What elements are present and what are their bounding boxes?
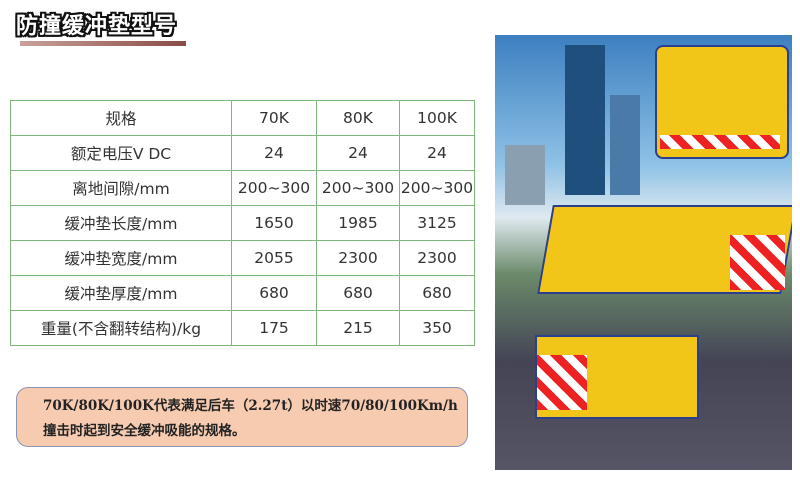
table-row: 缓冲垫宽度/mm 2055 2300 2300 xyxy=(10,240,475,276)
cell: 680 xyxy=(231,275,317,311)
building xyxy=(610,95,640,195)
cell: 1985 xyxy=(316,205,400,241)
cell: 680 xyxy=(316,275,400,311)
cell: 2300 xyxy=(399,240,475,276)
building xyxy=(505,145,545,205)
cell: 24 xyxy=(316,135,400,171)
cell: 2300 xyxy=(316,240,400,276)
cell: 1650 xyxy=(231,205,317,241)
warning-stripe xyxy=(660,135,780,149)
header-cell: 80K xyxy=(316,100,400,136)
cell: 2055 xyxy=(231,240,317,276)
header-cell: 规格 xyxy=(10,100,232,136)
header-cell: 100K xyxy=(399,100,475,136)
cell: 24 xyxy=(231,135,317,171)
spec-table: 规格 70K 80K 100K 额定电压V DC 24 24 24 离地间隙/mm 20… xyxy=(10,100,475,346)
table-row: 缓冲垫厚度/mm 680 680 680 xyxy=(10,275,475,311)
header-cell: 70K xyxy=(231,100,317,136)
cell: 215 xyxy=(316,310,400,346)
building xyxy=(565,45,605,195)
product-photo xyxy=(495,35,792,470)
cell: 200~300 xyxy=(316,170,400,206)
cell: 200~300 xyxy=(231,170,317,206)
cell: 24 xyxy=(399,135,475,171)
warning-stripe xyxy=(537,355,587,410)
note-box: 70K/80K/100K代表满足后车（2.27t）以时速70/80/100Km/… xyxy=(16,387,468,447)
table-header-row: 规格 70K 80K 100K xyxy=(10,100,475,136)
note-line: 撞击时起到安全缓冲吸能的规格。 xyxy=(43,423,246,439)
page-title: 防撞缓冲垫型号 xyxy=(16,14,178,39)
table-row: 缓冲垫长度/mm 1650 1985 3125 xyxy=(10,205,475,241)
table-row: 重量(不含翻转结构)/kg 175 215 350 xyxy=(10,310,475,346)
table-row: 额定电压V DC 24 24 24 xyxy=(10,135,475,171)
cell: 680 xyxy=(399,275,475,311)
cell: 200~300 xyxy=(399,170,475,206)
title-underline xyxy=(20,41,186,46)
table-row: 离地间隙/mm 200~300 200~300 200~300 xyxy=(10,170,475,206)
cell: 350 xyxy=(399,310,475,346)
cell: 缓冲垫厚度/mm xyxy=(10,275,232,311)
cell: 3125 xyxy=(399,205,475,241)
cell: 重量(不含翻转结构)/kg xyxy=(10,310,232,346)
cell: 缓冲垫长度/mm xyxy=(10,205,232,241)
cell: 额定电压V DC xyxy=(10,135,232,171)
cell: 175 xyxy=(231,310,317,346)
note-line: 70K/80K/100K代表满足后车（2.27t）以时速70/80/100Km/… xyxy=(43,398,458,414)
cell: 缓冲垫宽度/mm xyxy=(10,240,232,276)
warning-stripe xyxy=(730,235,785,290)
cell: 离地间隙/mm xyxy=(10,170,232,206)
